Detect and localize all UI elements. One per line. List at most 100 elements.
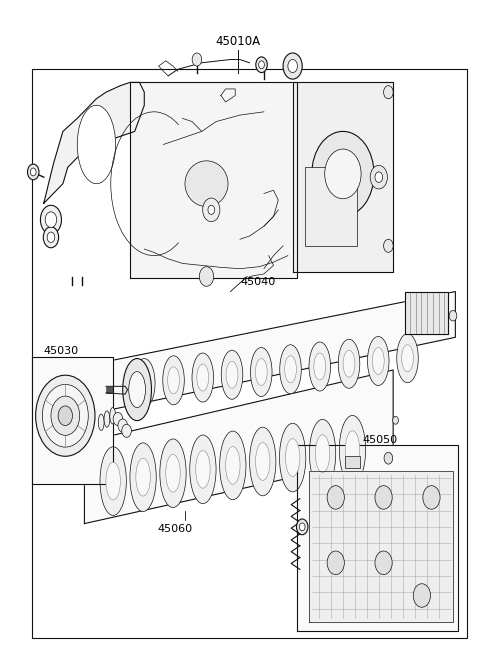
Circle shape <box>256 57 267 73</box>
Circle shape <box>375 551 392 574</box>
Polygon shape <box>44 83 144 203</box>
Ellipse shape <box>286 439 300 476</box>
Circle shape <box>36 375 95 457</box>
Ellipse shape <box>255 358 267 386</box>
Ellipse shape <box>255 443 270 480</box>
Polygon shape <box>298 445 458 631</box>
Ellipse shape <box>166 455 180 492</box>
Circle shape <box>118 419 128 432</box>
Ellipse shape <box>402 345 413 371</box>
Ellipse shape <box>397 333 418 383</box>
Ellipse shape <box>309 342 331 391</box>
Ellipse shape <box>226 362 238 388</box>
Ellipse shape <box>251 348 272 396</box>
Ellipse shape <box>133 358 155 407</box>
Circle shape <box>312 132 374 216</box>
Text: 45060: 45060 <box>158 523 193 534</box>
Ellipse shape <box>314 353 326 380</box>
Circle shape <box>283 53 302 79</box>
Ellipse shape <box>372 348 384 375</box>
Circle shape <box>42 384 88 447</box>
Ellipse shape <box>285 356 297 383</box>
Ellipse shape <box>196 451 210 488</box>
Circle shape <box>30 168 36 176</box>
Ellipse shape <box>160 439 186 508</box>
Bar <box>345 457 360 468</box>
Circle shape <box>203 198 220 221</box>
Ellipse shape <box>185 161 228 206</box>
Circle shape <box>297 519 308 534</box>
Ellipse shape <box>163 356 184 405</box>
Ellipse shape <box>110 407 116 424</box>
Circle shape <box>51 396 80 436</box>
Text: 45010A: 45010A <box>215 35 260 48</box>
Ellipse shape <box>197 364 209 391</box>
Circle shape <box>199 267 214 286</box>
Ellipse shape <box>100 447 126 515</box>
Ellipse shape <box>106 462 120 500</box>
Ellipse shape <box>104 411 110 427</box>
Circle shape <box>413 584 431 607</box>
Circle shape <box>327 551 344 574</box>
Ellipse shape <box>279 423 306 492</box>
Circle shape <box>423 485 440 509</box>
Bar <box>305 168 357 246</box>
Circle shape <box>192 53 202 66</box>
Circle shape <box>449 310 457 321</box>
Bar <box>32 69 468 638</box>
Circle shape <box>122 424 132 438</box>
Circle shape <box>208 205 215 214</box>
Circle shape <box>259 61 264 69</box>
Ellipse shape <box>136 458 150 496</box>
Circle shape <box>370 166 387 189</box>
Circle shape <box>58 406 72 426</box>
Circle shape <box>47 232 55 242</box>
Circle shape <box>27 164 39 179</box>
Polygon shape <box>113 291 456 409</box>
Circle shape <box>113 413 123 426</box>
Ellipse shape <box>98 414 104 430</box>
Ellipse shape <box>190 435 216 504</box>
Text: 45040: 45040 <box>240 276 275 286</box>
Ellipse shape <box>338 339 360 388</box>
Circle shape <box>384 239 393 252</box>
Text: 45050: 45050 <box>362 435 397 445</box>
Circle shape <box>375 172 383 182</box>
Ellipse shape <box>221 350 243 400</box>
Ellipse shape <box>280 345 301 394</box>
Ellipse shape <box>129 371 145 407</box>
Ellipse shape <box>339 415 366 484</box>
Ellipse shape <box>315 435 330 472</box>
Circle shape <box>324 149 361 198</box>
Polygon shape <box>130 83 298 278</box>
Circle shape <box>384 453 393 464</box>
Circle shape <box>393 417 398 424</box>
Circle shape <box>300 523 305 531</box>
Circle shape <box>375 485 392 509</box>
Ellipse shape <box>226 447 240 484</box>
Polygon shape <box>310 472 453 622</box>
Polygon shape <box>84 370 393 523</box>
Polygon shape <box>32 357 113 484</box>
Ellipse shape <box>343 350 355 377</box>
Ellipse shape <box>130 443 156 512</box>
Circle shape <box>43 227 59 248</box>
Circle shape <box>45 212 57 227</box>
Ellipse shape <box>192 353 214 402</box>
Ellipse shape <box>368 337 389 386</box>
Ellipse shape <box>77 105 116 183</box>
Ellipse shape <box>123 358 152 421</box>
Polygon shape <box>405 291 448 334</box>
Ellipse shape <box>345 431 360 468</box>
Ellipse shape <box>250 427 276 496</box>
Ellipse shape <box>138 369 150 396</box>
Text: 45030: 45030 <box>43 346 78 356</box>
Polygon shape <box>293 83 393 272</box>
Ellipse shape <box>220 431 246 500</box>
Circle shape <box>40 205 61 234</box>
Ellipse shape <box>168 367 180 394</box>
Circle shape <box>327 485 344 509</box>
Circle shape <box>384 86 393 99</box>
Ellipse shape <box>310 419 336 488</box>
Circle shape <box>288 60 298 73</box>
